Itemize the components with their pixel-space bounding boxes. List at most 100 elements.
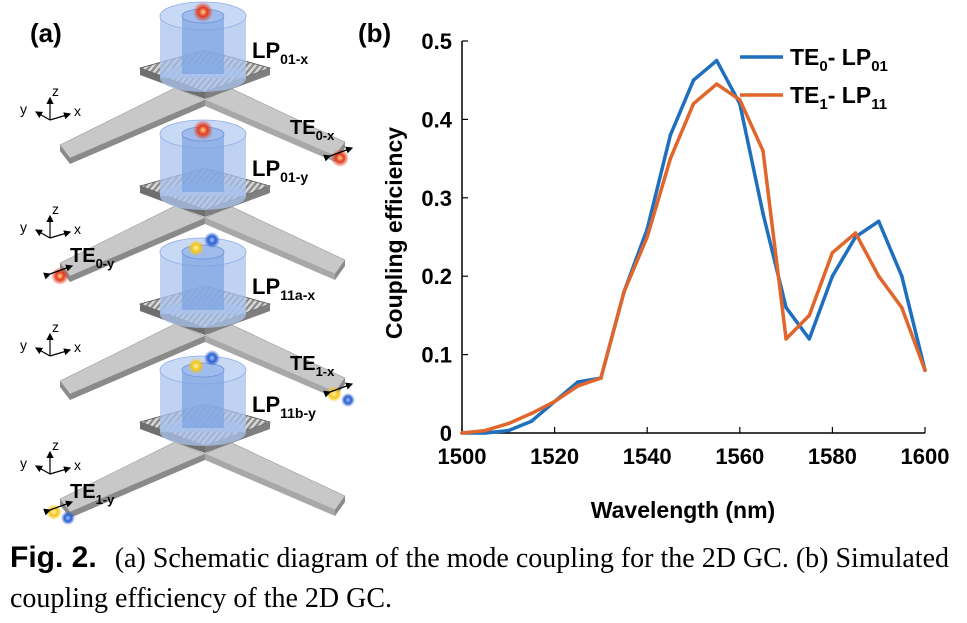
waveguide-arm-left-edge	[70, 336, 205, 400]
axis-z-label: z	[52, 83, 59, 99]
data-point-s2	[691, 101, 696, 106]
fiber-cladding-bottom	[160, 300, 246, 328]
data-point-s2	[807, 313, 812, 318]
mode-spot-red	[193, 2, 213, 22]
axis-y-label: y	[20, 101, 27, 117]
waveguide-mode-label: TE1-y	[70, 481, 115, 507]
caption-label: Fig. 2.	[10, 541, 97, 574]
panel-a-label: (a)	[30, 18, 62, 48]
y-tick-label: 0	[440, 421, 452, 446]
waveguide-arm-left-side	[60, 381, 70, 400]
figure-caption: Fig. 2. (a) Schematic diagram of the mode…	[10, 538, 960, 619]
data-point-s2	[876, 274, 881, 279]
fiber-core	[182, 252, 224, 310]
data-point-s1	[830, 274, 835, 279]
mode-spot-blue	[204, 350, 220, 366]
port-spot-red	[331, 149, 349, 167]
data-point-s2	[761, 148, 765, 153]
fiber-mode-label: LP11b-y	[252, 392, 316, 421]
mode-spot-yellow	[188, 358, 204, 374]
data-point-s2	[784, 337, 788, 341]
data-point-s2	[645, 235, 649, 239]
waveguide-mode-label: TE1-x	[290, 353, 335, 379]
waveguide-arm-right	[204, 441, 346, 511]
stage-1: LP01-x zx y TE0-x	[20, 1, 354, 167]
waveguide-arm-left-side	[60, 145, 70, 164]
data-point-s1	[575, 380, 580, 384]
waveguide-arm-right-side	[335, 496, 345, 516]
waveguide-arm-left-edge	[70, 454, 205, 518]
chart-lines	[460, 58, 927, 435]
fiber-mode-label: LP11a-x	[252, 274, 315, 303]
series-line-2	[461, 82, 927, 435]
stage-3: LP11a-x zx y TE1-x	[20, 232, 355, 407]
caption-text: (a) Schematic diagram of the mode coupli…	[10, 543, 950, 614]
x-tick-label: 1580	[808, 444, 857, 469]
axis-y-label: y	[20, 337, 27, 353]
axis-x-label: x	[74, 457, 81, 473]
data-point-s2	[575, 384, 580, 388]
chart-axes: 1500 1520 1540 1560 1580 1600 0 0.1 0.2 0.3 0.4 0.5	[421, 29, 949, 469]
data-point-s1	[784, 305, 788, 310]
port-spot-blue	[341, 393, 355, 407]
data-point-s2	[923, 368, 927, 373]
fiber-mode-label: LP01-x	[252, 38, 308, 67]
data-point-s2	[552, 399, 557, 404]
polarization-arrow	[43, 500, 74, 516]
x-tick-label: 1540	[623, 444, 672, 469]
stage-4: LP11b-y zx y TE1-y	[20, 350, 346, 525]
fiber-core	[182, 370, 224, 428]
polarization-arrow	[323, 382, 354, 398]
data-point-s1	[691, 78, 696, 82]
data-point-s2	[622, 290, 626, 294]
schematic-diagram: LP01-xzxyTE0-xLP01-yzxyTE0-yLP11a-xzxyTE…	[20, 1, 355, 525]
coordinate-axes: zx y	[20, 201, 81, 239]
axis-x-label: x	[74, 221, 81, 237]
fiber-cladding-bottom	[160, 418, 246, 446]
axis-x-label: x	[74, 339, 81, 355]
coordinate-axes: zx y	[20, 83, 81, 121]
waveguide-arm-right-side	[335, 260, 345, 280]
data-point-s2	[738, 98, 742, 102]
coordinate-axes: zx y	[20, 437, 81, 475]
data-point-s2	[830, 250, 835, 255]
data-point-s2	[506, 421, 511, 426]
stage-2: LP01-y zx y TE0-y	[20, 119, 346, 285]
y-tick-label: 0.5	[421, 29, 452, 54]
data-point-s2	[668, 156, 673, 161]
data-point-s1	[807, 337, 812, 341]
legend-entry-2: TE1- LP11	[790, 82, 887, 113]
y-tick-label: 0.4	[421, 107, 452, 132]
x-tick-label: 1600	[901, 444, 950, 469]
mode-spot-blue	[204, 232, 220, 248]
axis-y-label: y	[20, 455, 27, 471]
waveguide-arm-right-edge	[205, 100, 335, 162]
port-spot-blue	[61, 511, 75, 525]
axis-z-label: z	[52, 437, 59, 453]
polarization-arrow	[323, 146, 354, 162]
fiber-mode-label: LP01-y	[252, 156, 308, 185]
waveguide-arm-right-edge	[205, 218, 335, 280]
data-point-s2	[529, 411, 534, 416]
data-point-s1	[506, 428, 511, 433]
series-line-1	[462, 58, 927, 435]
data-point-s1	[876, 219, 881, 224]
data-point-s2	[483, 428, 487, 433]
data-point-s2	[460, 431, 464, 435]
mode-spot-yellow	[188, 240, 204, 256]
y-tick-label: 0.2	[421, 264, 452, 289]
port-spot-red	[51, 267, 69, 285]
axis-y-label: y	[20, 219, 27, 235]
y-tick-label: 0.1	[421, 343, 452, 368]
data-point-s2	[714, 82, 719, 86]
polarization-arrow	[43, 264, 74, 280]
x-tick-label: 1560	[715, 444, 764, 469]
coupling-efficiency-chart: 1500 1520 1540 1560 1580 1600 0 0.1 0.2 0.3 0.4 0.5…	[381, 29, 949, 523]
chart-legend: TE0- LP01 TE1- LP11	[740, 44, 888, 113]
data-point-s2	[599, 376, 603, 380]
axis-z-label: z	[52, 201, 59, 217]
y-axis-label: Coupling efficiency	[381, 127, 407, 339]
waveguide-arm-right-edge	[205, 336, 335, 398]
data-point-s1	[529, 419, 534, 424]
